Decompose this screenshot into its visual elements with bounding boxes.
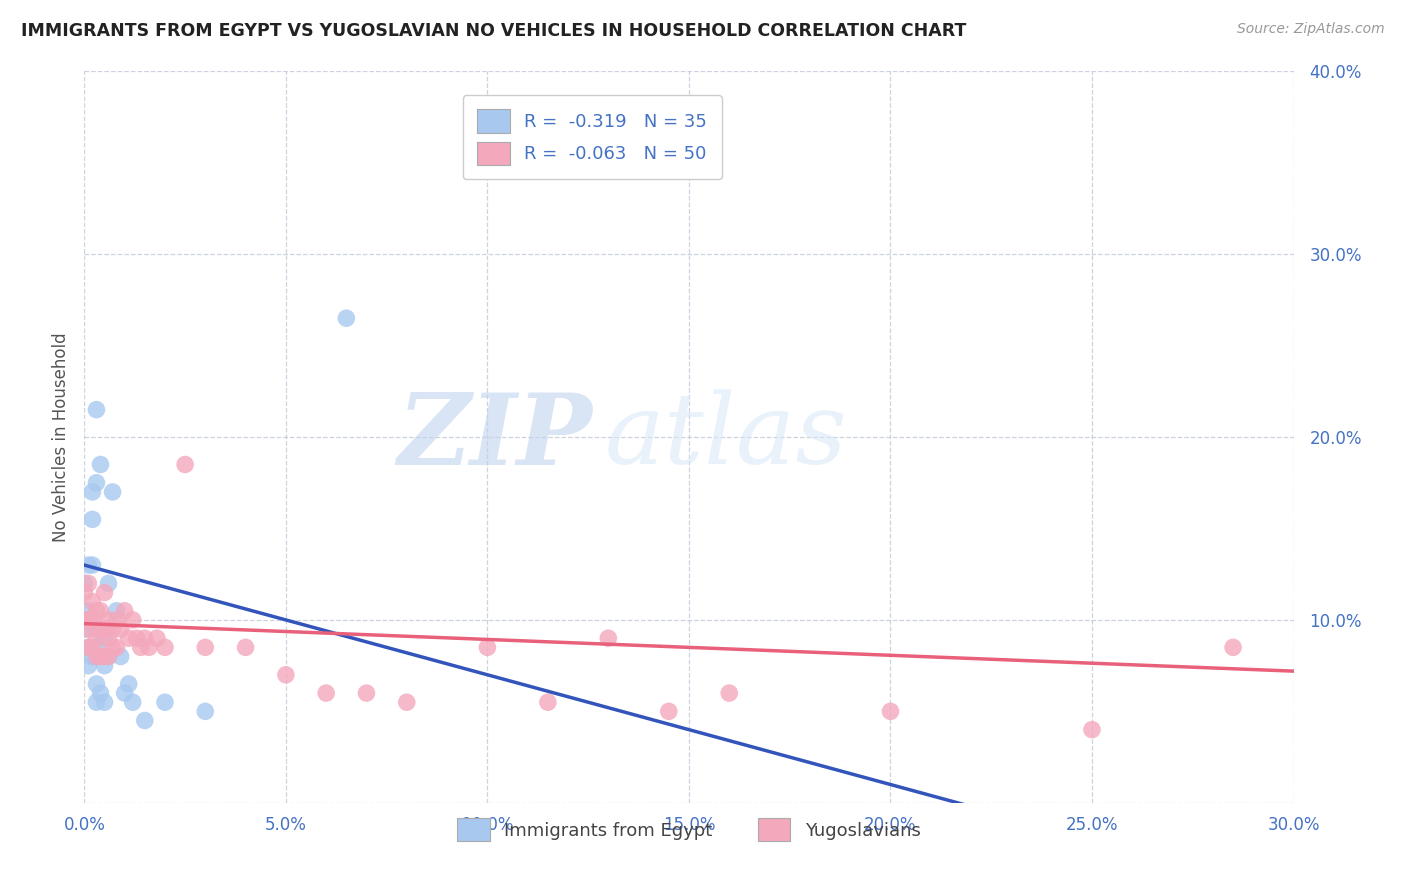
Point xyxy=(356,686,378,700)
Point xyxy=(114,604,136,618)
Point xyxy=(118,632,141,646)
Point xyxy=(86,632,108,646)
Point xyxy=(138,640,160,655)
Point xyxy=(89,649,111,664)
Point xyxy=(82,485,104,500)
Point xyxy=(97,649,120,664)
Point xyxy=(93,632,115,646)
Point xyxy=(77,640,100,655)
Point xyxy=(121,613,143,627)
Point xyxy=(114,686,136,700)
Point xyxy=(73,576,96,591)
Point xyxy=(1222,640,1244,655)
Text: ZIP: ZIP xyxy=(398,389,592,485)
Point xyxy=(879,705,901,719)
Point xyxy=(153,695,176,709)
Point xyxy=(86,402,108,417)
Point xyxy=(194,640,217,655)
Point xyxy=(235,640,257,655)
Point xyxy=(101,485,124,500)
Point xyxy=(97,613,120,627)
Point xyxy=(105,613,128,627)
Point xyxy=(93,658,115,673)
Point xyxy=(134,714,156,728)
Point xyxy=(82,613,104,627)
Point xyxy=(146,632,169,646)
Point xyxy=(105,604,128,618)
Point xyxy=(110,649,132,664)
Point xyxy=(77,613,100,627)
Point xyxy=(86,604,108,618)
Point xyxy=(477,640,499,655)
Point xyxy=(82,640,104,655)
Point xyxy=(86,649,108,664)
Point xyxy=(77,613,100,627)
Point xyxy=(77,576,100,591)
Point xyxy=(97,576,120,591)
Point xyxy=(77,604,100,618)
Point xyxy=(101,640,124,655)
Point xyxy=(89,622,111,636)
Point xyxy=(77,622,100,636)
Point xyxy=(86,475,108,490)
Point xyxy=(77,640,100,655)
Point xyxy=(97,649,120,664)
Point xyxy=(89,604,111,618)
Point xyxy=(86,640,108,655)
Point xyxy=(82,649,104,664)
Point xyxy=(86,622,108,636)
Point xyxy=(335,311,357,326)
Point xyxy=(86,695,108,709)
Text: atlas: atlas xyxy=(605,390,846,484)
Point xyxy=(598,632,620,646)
Point xyxy=(93,695,115,709)
Point xyxy=(73,613,96,627)
Point xyxy=(118,677,141,691)
Point xyxy=(125,632,148,646)
Point xyxy=(537,695,560,709)
Point xyxy=(110,622,132,636)
Point xyxy=(658,705,681,719)
Point xyxy=(86,677,108,691)
Point xyxy=(718,686,741,700)
Point xyxy=(82,558,104,573)
Point xyxy=(1081,723,1104,737)
Point xyxy=(93,649,115,664)
Point xyxy=(129,640,152,655)
Point xyxy=(93,585,115,599)
Point xyxy=(93,622,115,636)
Point xyxy=(395,695,418,709)
Point xyxy=(121,695,143,709)
Point xyxy=(105,640,128,655)
Point xyxy=(315,686,337,700)
Point xyxy=(89,458,111,472)
Point xyxy=(134,632,156,646)
Legend: Immigrants from Egypt, Yugoslavians: Immigrants from Egypt, Yugoslavians xyxy=(450,811,928,848)
Point xyxy=(97,632,120,646)
Text: IMMIGRANTS FROM EGYPT VS YUGOSLAVIAN NO VEHICLES IN HOUSEHOLD CORRELATION CHART: IMMIGRANTS FROM EGYPT VS YUGOSLAVIAN NO … xyxy=(21,22,966,40)
Point xyxy=(194,705,217,719)
Point xyxy=(274,667,297,681)
Point xyxy=(73,622,96,636)
Point xyxy=(89,622,111,636)
Point xyxy=(73,585,96,599)
Point xyxy=(77,558,100,573)
Point xyxy=(82,512,104,526)
Y-axis label: No Vehicles in Household: No Vehicles in Household xyxy=(52,332,70,542)
Point xyxy=(82,594,104,608)
Point xyxy=(174,458,197,472)
Point xyxy=(77,658,100,673)
Point xyxy=(89,686,111,700)
Point xyxy=(153,640,176,655)
Point xyxy=(101,622,124,636)
Text: Source: ZipAtlas.com: Source: ZipAtlas.com xyxy=(1237,22,1385,37)
